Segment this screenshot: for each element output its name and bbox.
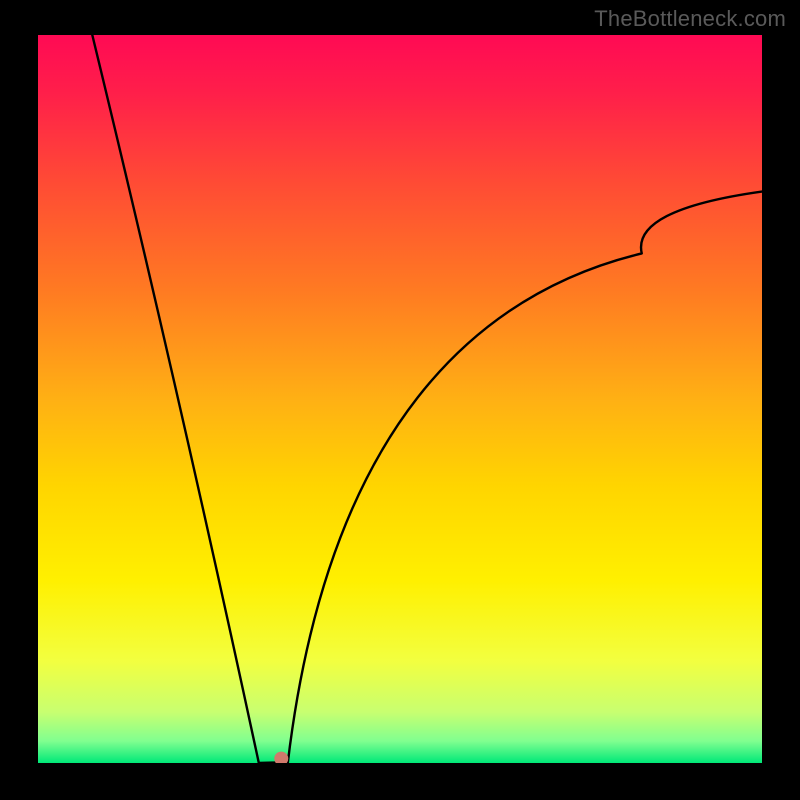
- watermark-text: TheBottleneck.com: [594, 6, 786, 32]
- plot-area: [38, 35, 762, 763]
- minimum-marker: [274, 752, 288, 763]
- curve-layer: [38, 35, 762, 763]
- bottleneck-curve: [92, 35, 762, 763]
- chart-root: TheBottleneck.com: [0, 0, 800, 800]
